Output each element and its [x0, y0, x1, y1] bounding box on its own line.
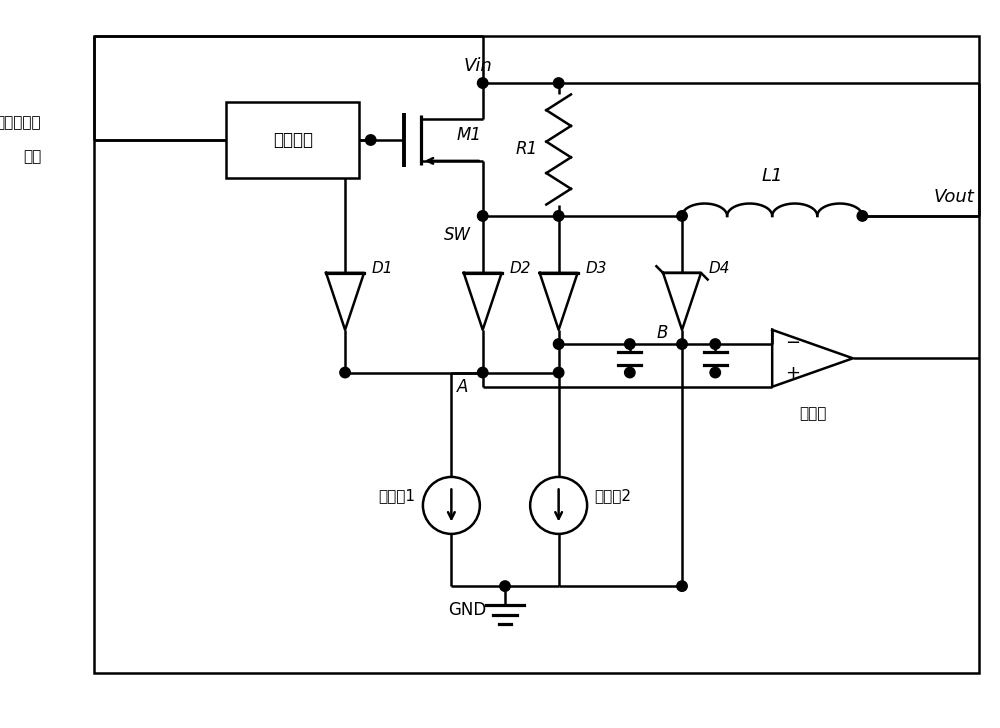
Circle shape	[710, 339, 720, 349]
Circle shape	[677, 339, 687, 349]
Text: D1: D1	[372, 261, 393, 276]
Text: L1: L1	[761, 167, 783, 185]
Circle shape	[710, 368, 720, 378]
Circle shape	[625, 339, 635, 349]
Text: A: A	[457, 378, 468, 396]
Circle shape	[677, 581, 687, 591]
Text: M1: M1	[456, 126, 481, 144]
Circle shape	[553, 210, 564, 221]
Circle shape	[340, 368, 350, 378]
Bar	[226, 102, 359, 178]
Circle shape	[677, 210, 687, 221]
Text: R1: R1	[516, 141, 538, 159]
Text: +: +	[785, 365, 800, 382]
Text: 误差放大器: 误差放大器	[0, 116, 41, 130]
Circle shape	[365, 135, 376, 145]
Text: GND: GND	[448, 601, 486, 619]
Text: D4: D4	[709, 261, 730, 276]
Text: 驱动电路: 驱动电路	[273, 131, 313, 149]
Circle shape	[625, 368, 635, 378]
Text: 比较器: 比较器	[799, 405, 826, 421]
Text: SW: SW	[444, 226, 471, 244]
Text: B: B	[656, 324, 668, 341]
Circle shape	[477, 78, 488, 88]
Text: 电流镜2: 电流镜2	[595, 488, 632, 504]
Circle shape	[553, 339, 564, 349]
Circle shape	[553, 368, 564, 378]
Text: D3: D3	[585, 261, 607, 276]
Text: 信号: 信号	[23, 149, 41, 165]
Circle shape	[857, 210, 868, 221]
Text: −: −	[785, 334, 801, 352]
Text: D2: D2	[509, 261, 531, 276]
Text: Vin: Vin	[464, 57, 492, 75]
Text: Vout: Vout	[934, 188, 974, 206]
Circle shape	[477, 368, 488, 378]
Circle shape	[553, 78, 564, 88]
Circle shape	[500, 581, 510, 591]
Circle shape	[477, 210, 488, 221]
Text: 电流镜1: 电流镜1	[378, 488, 415, 504]
